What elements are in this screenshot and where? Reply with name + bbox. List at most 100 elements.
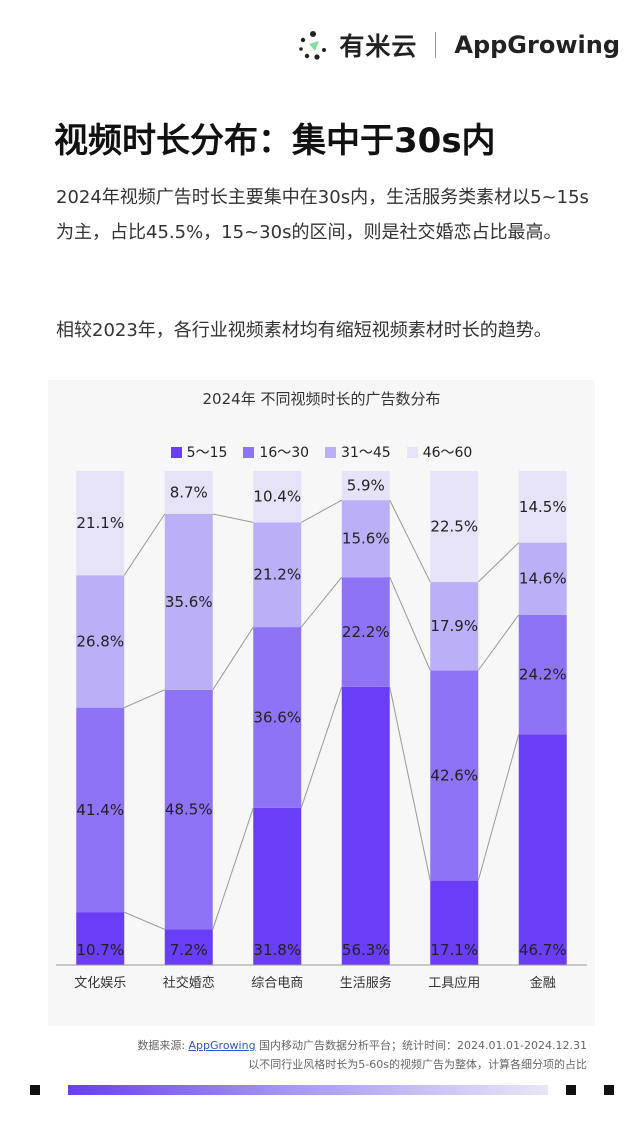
series-connector-line (301, 499, 342, 523)
source-line-2: 以不同行业风格时长为5-60s的视频广告为整体，计算各细分项的占比 (248, 1058, 587, 1071)
series-connector-line (212, 513, 254, 523)
series-connector-line (477, 614, 520, 671)
bar-segment (164, 929, 213, 965)
data-label: 41.4% (76, 801, 124, 819)
legend-item: 16～30 (243, 442, 309, 462)
brand-header: 有米云 AppGrowing (297, 28, 620, 62)
series-connector-line (389, 577, 431, 671)
intro-paragraph: 2024年视频广告时长主要集中在30s内，生活服务类素材以5~15s为主，占比4… (56, 187, 589, 243)
bar-segment (253, 522, 302, 628)
legend-label: 46～60 (422, 445, 473, 461)
brand-name-en: AppGrowing (454, 31, 620, 59)
data-label: 10.4% (253, 488, 301, 506)
x-tick-label: 金融 (530, 975, 556, 991)
bar-segment (430, 880, 479, 965)
bar-segment (76, 707, 125, 913)
legend-label: 31～45 (341, 445, 391, 461)
data-label: 14.6% (519, 570, 567, 588)
source-rest: 国内移动广告数据分析平台；统计时间：2024.01.01-2024.12.31 (255, 1039, 587, 1052)
data-label: 24.2% (519, 666, 567, 684)
bar-segment (341, 577, 390, 687)
bar-segment (341, 686, 390, 965)
series-connector-line (124, 689, 165, 709)
bar-segment (341, 500, 390, 578)
chart-panel: 2024年 不同视频时长的广告数分布 5～15 16～30 31～45 46～6… (48, 380, 595, 1026)
chart-legend: 5～15 16～30 31～45 46～60 (48, 442, 595, 462)
series-connector-line (389, 686, 431, 881)
bar-segment (341, 471, 390, 501)
data-label: 14.5% (519, 498, 567, 516)
source-prefix: 数据来源: (137, 1039, 189, 1052)
data-label: 35.6% (165, 593, 213, 611)
bar-segment (164, 513, 213, 690)
data-label: 42.6% (430, 766, 478, 784)
x-tick-label: 生活服务 (340, 975, 392, 991)
data-label: 22.2% (342, 623, 390, 641)
series-connector-line (389, 499, 431, 583)
bar-segment (430, 471, 479, 583)
data-label: 5.9% (347, 477, 385, 495)
bar-segment (518, 542, 567, 615)
bar-segment (164, 689, 213, 930)
legend-item: 31～45 (325, 442, 391, 462)
data-label: 7.2% (170, 941, 208, 959)
x-tick-label: 综合电商 (251, 976, 303, 991)
data-label: 36.6% (253, 709, 301, 727)
appgrowing-link[interactable]: AppGrowing (188, 1039, 256, 1052)
youmi-logo-icon (299, 31, 327, 60)
legend-swatch (243, 446, 255, 458)
series-connector-line (124, 911, 165, 930)
data-label: 48.5% (165, 801, 213, 819)
data-label: 46.7% (519, 941, 567, 959)
legend-label: 5～15 (186, 445, 228, 461)
bar-segment (76, 912, 125, 965)
legend-item: 5～15 (170, 442, 228, 462)
data-label: 21.2% (253, 566, 301, 584)
legend-item: 46～60 (406, 442, 473, 462)
legend-swatch (170, 446, 182, 458)
series-connector-line (477, 542, 520, 583)
bar-segment (518, 471, 567, 543)
data-label: 21.1% (76, 514, 124, 532)
x-tick-label: 社交婚恋 (163, 975, 215, 991)
series-connector-line (300, 686, 343, 809)
decor-square (566, 1085, 576, 1095)
trend-paragraph: 相较2023年，各行业视频素材均有缩短视频素材时长的趋势。 (56, 320, 552, 341)
series-connector-line (477, 734, 520, 881)
data-label: 10.7% (76, 941, 124, 959)
source-line-1: 数据来源: AppGrowing 国内移动广告数据分析平台；统计时间：2024.… (137, 1036, 587, 1055)
data-label: 26.8% (76, 632, 124, 650)
bar-segment (430, 582, 479, 671)
bar-segment (518, 734, 567, 965)
series-connector-line (300, 576, 343, 628)
data-label: 8.7% (170, 483, 208, 501)
decor-square (30, 1085, 40, 1095)
stacked-bar-chart: 10.7% 41.4% 26.8% 21.1% 7.2% 48.5% 35.6% 8.7% 31… (56, 471, 587, 991)
series-connector-line (212, 626, 254, 691)
bar-segment (253, 627, 302, 808)
data-label: 15.6% (342, 530, 390, 548)
data-label: 22.5% (430, 518, 478, 536)
bar-segment (518, 614, 567, 735)
bar-segment (76, 471, 125, 576)
decor-gradient-bar (68, 1085, 548, 1095)
series-connector-line (123, 513, 166, 576)
chart-title: 2024年 不同视频时长的广告数分布 (202, 390, 441, 408)
legend-swatch (325, 446, 337, 458)
data-label: 17.1% (430, 941, 478, 959)
data-label: 56.3% (342, 941, 390, 959)
series-connector-line (212, 807, 254, 930)
bar-segment (253, 807, 302, 965)
x-tick-label: 文化娱乐 (74, 976, 126, 991)
legend-swatch (406, 446, 418, 458)
data-label: 17.9% (430, 617, 478, 635)
data-label: 31.8% (253, 941, 301, 959)
bar-segment (430, 670, 479, 881)
data-source-note: 数据来源: AppGrowing 国内移动广告数据分析平台；统计时间：2024.… (137, 1036, 587, 1074)
brand-separator (435, 32, 437, 58)
legend-label: 16～30 (259, 445, 310, 461)
brand-name-cn: 有米云 (339, 32, 418, 61)
decor-square (604, 1085, 614, 1095)
bar-segment (164, 471, 213, 514)
page-title: 视频时长分布：集中于30s内 (54, 121, 496, 161)
